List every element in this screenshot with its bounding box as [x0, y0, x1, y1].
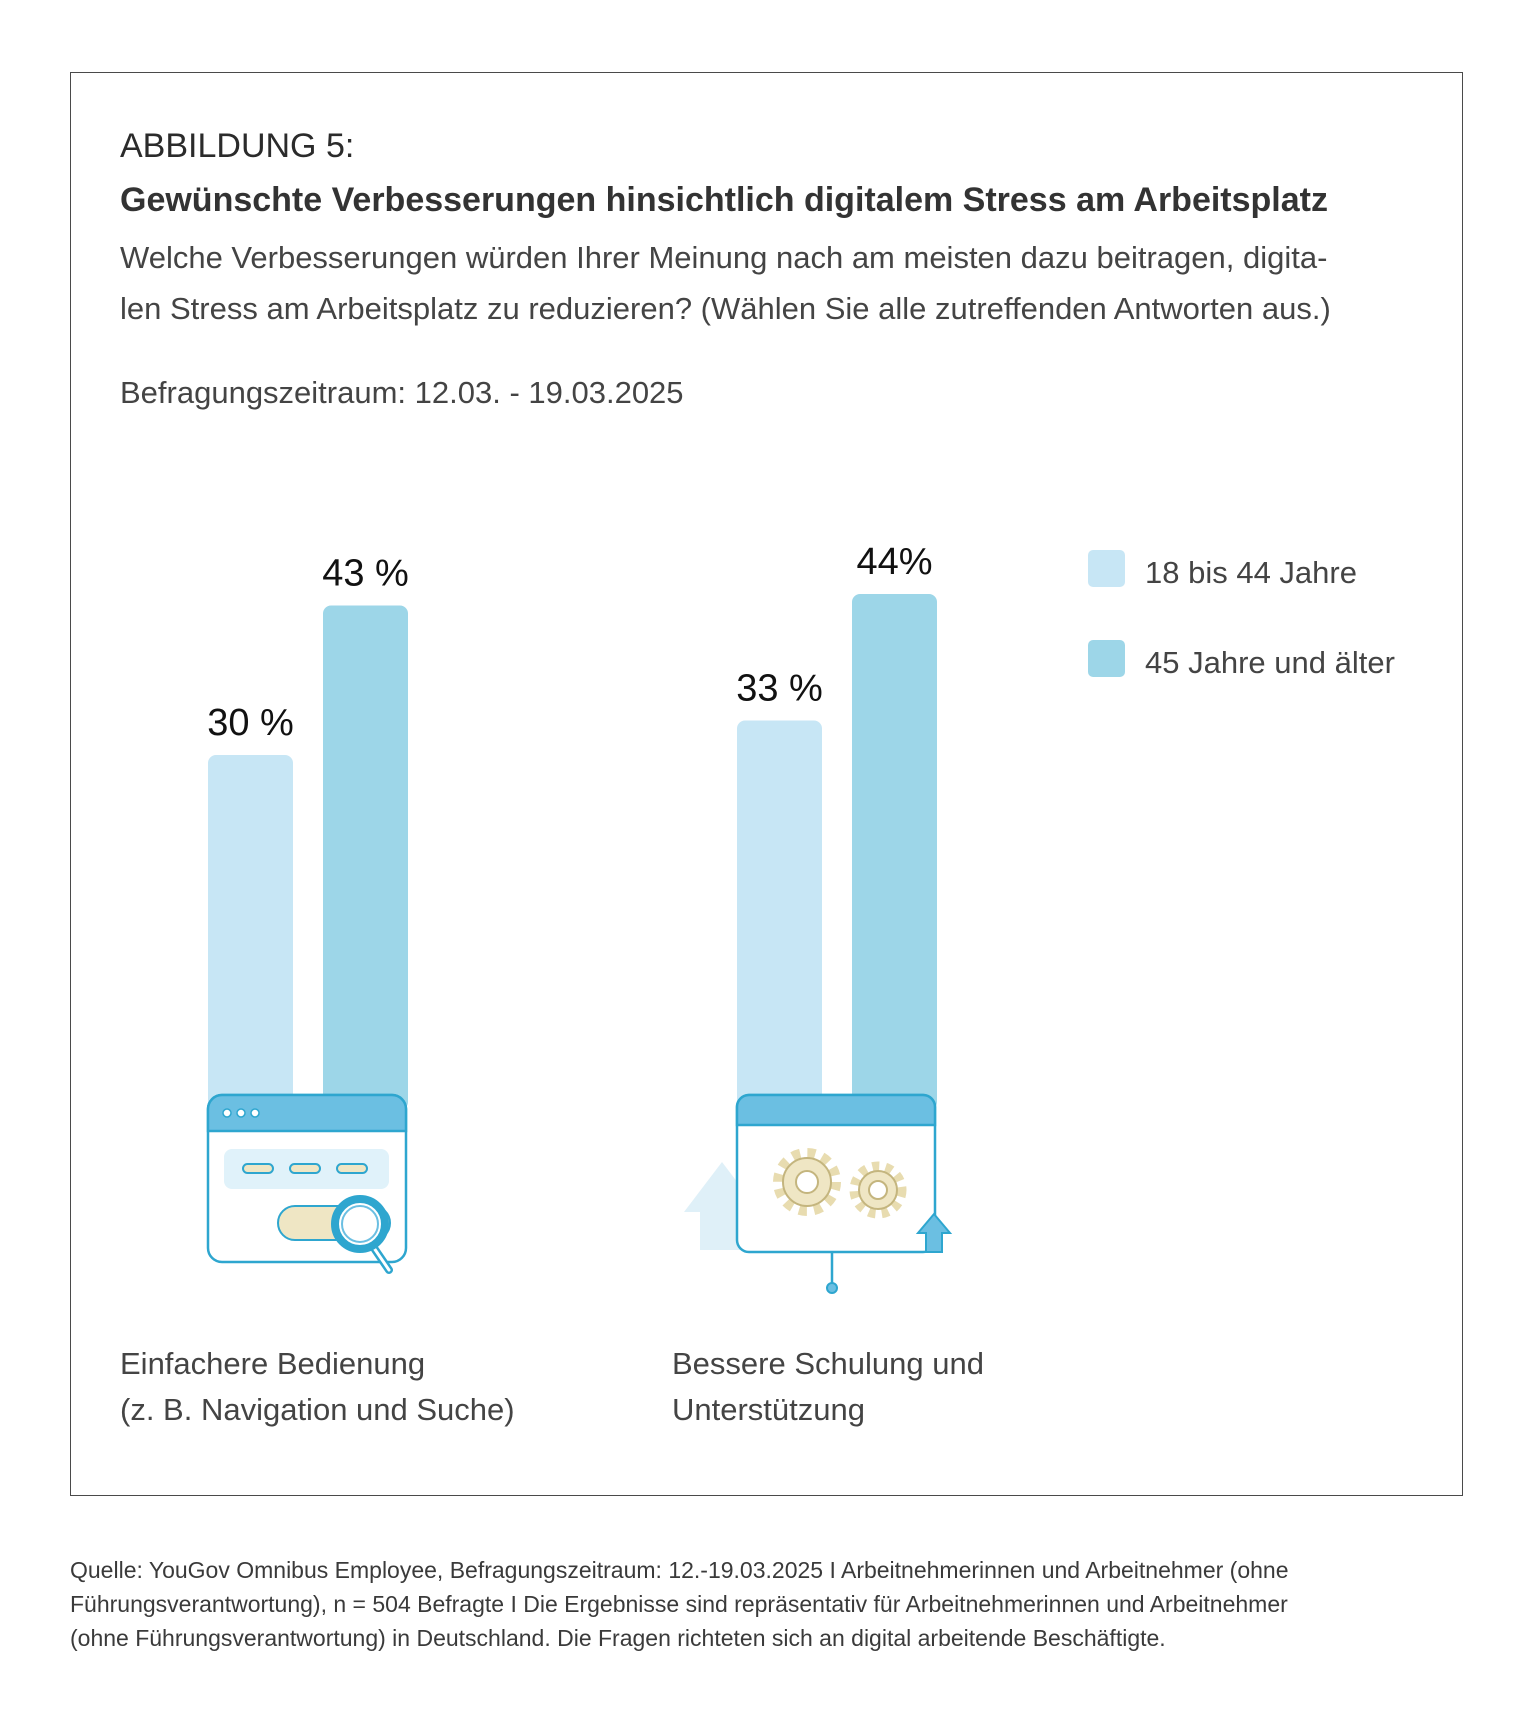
question-line-2: len Stress am Arbeitsplatz zu reduzieren… — [120, 291, 1331, 326]
category-label-2: Bessere Schulung und Unterstützung — [672, 1341, 984, 1433]
category-label-1: Einfachere Bedienung (z. B. Navigation u… — [120, 1341, 515, 1433]
legend-label-old: 45 Jahre und älter — [1145, 645, 1395, 680]
bar-value-label-2-young: 33 % — [736, 668, 823, 710]
category-label-1-line-2: (z. B. Navigation und Suche) — [120, 1392, 515, 1427]
figure-question: Welche Verbesserungen würden Ihrer Meinu… — [120, 232, 1450, 334]
figure-label: ABBILDUNG 5: — [120, 127, 355, 165]
bar-value-label-1-old: 43 % — [322, 553, 409, 595]
source-line-1: Quelle: YouGov Omnibus Employee, Befragu… — [70, 1557, 1289, 1583]
bar-1-young — [208, 755, 293, 1110]
gear-icon — [773, 1148, 841, 1216]
legend-label-young: 18 bis 44 Jahre — [1145, 555, 1357, 590]
category-label-2-line-2: Unterstützung — [672, 1392, 865, 1427]
category-label-1-line-1: Einfachere Bedienung — [120, 1346, 426, 1381]
legend-swatch-young — [1088, 550, 1125, 587]
bar-1-old — [323, 605, 408, 1110]
bar-value-label-2-old: 44% — [856, 541, 932, 583]
figure-frame — [70, 72, 1463, 1496]
question-line-1: Welche Verbesserungen würden Ihrer Meinu… — [120, 240, 1328, 275]
legend-swatch-old — [1088, 640, 1125, 677]
bar-value-label-1-young: 30 % — [207, 702, 294, 744]
figure-title: Gewünschte Verbesserungen hinsichtlich d… — [120, 181, 1328, 219]
category-label-2-line-1: Bessere Schulung und — [672, 1346, 984, 1381]
survey-period: Befragungszeitraum: 12.03. - 19.03.2025 — [120, 375, 684, 410]
source-note: Quelle: YouGov Omnibus Employee, Befragu… — [70, 1553, 1490, 1655]
source-line-2: Führungsverantwortung), n = 504 Befragte… — [70, 1591, 1288, 1617]
gear-icon — [849, 1161, 907, 1219]
source-line-3: (ohne Führungsverantwortung) in Deutschl… — [70, 1625, 1166, 1651]
bar-2-young — [737, 720, 822, 1110]
search-window-icon — [206, 1093, 408, 1274]
bar-2-old — [852, 594, 937, 1110]
gears-window-icon — [684, 1093, 953, 1294]
